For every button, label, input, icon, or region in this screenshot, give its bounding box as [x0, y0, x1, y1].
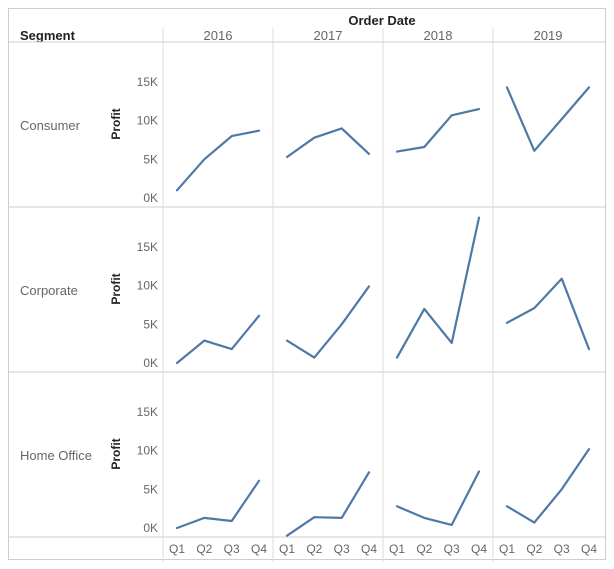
segment-label-corporate: Corporate	[20, 283, 78, 298]
y-tick-label: 5K	[143, 317, 158, 331]
x-tick-2017-Q1: Q1	[279, 542, 295, 556]
series-lines	[175, 86, 591, 537]
year-header-2017: 2017	[314, 28, 343, 43]
x-tick-2016-Q3: Q3	[224, 542, 240, 556]
line-home-office-2017	[285, 471, 371, 537]
x-tick-2018-Q1: Q1	[389, 542, 405, 556]
y-axis-title: Profit	[109, 273, 123, 304]
x-tick-2019-Q3: Q3	[554, 542, 570, 556]
year-header-2019: 2019	[534, 28, 563, 43]
year-headers: 2016 2017 2018 2019	[204, 28, 563, 43]
y-tick-label: 5K	[143, 482, 158, 496]
chart-title: Order Date	[348, 13, 415, 28]
line-consumer-2018	[395, 107, 481, 153]
line-consumer-2017	[285, 127, 371, 159]
line-home-office-2018	[395, 470, 481, 527]
y-tick-label: 10K	[137, 279, 158, 293]
y-tick-label: 0K	[143, 191, 158, 205]
x-tick-2018-Q2: Q2	[416, 542, 432, 556]
year-header-2018: 2018	[424, 28, 453, 43]
x-tick-2016-Q4: Q4	[251, 542, 267, 556]
segment-header: Segment	[20, 28, 76, 43]
y-tick-label: 0K	[143, 521, 158, 535]
x-tick-2018-Q3: Q3	[444, 542, 460, 556]
segment-label-consumer: Consumer	[20, 118, 81, 133]
x-tick-2019-Q2: Q2	[526, 542, 542, 556]
x-tick-2019-Q4: Q4	[581, 542, 597, 556]
y-tick-label: 15K	[137, 240, 158, 254]
x-tick-2018-Q4: Q4	[471, 542, 487, 556]
line-consumer-2019	[505, 86, 591, 152]
y-axes: Profit 0K 5K 10K 15K Profit 0K 5K 10K 15K Profit 0K…	[109, 75, 158, 535]
y-tick-label: 15K	[137, 75, 158, 89]
x-tick-2017-Q3: Q3	[334, 542, 350, 556]
y-axis-title: Profit	[109, 438, 123, 469]
segment-label-home-office: Home Office	[20, 448, 92, 463]
x-tick-2017-Q2: Q2	[306, 542, 322, 556]
segment-labels: Consumer Corporate Home Office	[20, 118, 92, 463]
year-header-2016: 2016	[204, 28, 233, 43]
x-tick-2017-Q4: Q4	[361, 542, 377, 556]
y-tick-label: 5K	[143, 152, 158, 166]
line-home-office-2019	[505, 448, 591, 524]
y-tick-label: 10K	[137, 444, 158, 458]
line-home-office-2016	[175, 479, 261, 530]
x-tick-2016-Q1: Q1	[169, 542, 185, 556]
chart-border	[8, 8, 606, 560]
line-corporate-2019	[505, 277, 591, 351]
panel-dividers	[9, 28, 605, 562]
x-tick-2019-Q1: Q1	[499, 542, 515, 556]
x-axis-ticks: Q1 Q2 Q3 Q4 Q1 Q2 Q3 Q4 Q1 Q2 Q3 Q4 Q1 Q2 Q3 Q4	[169, 542, 597, 556]
line-corporate-2017	[285, 285, 371, 359]
y-tick-label: 10K	[137, 114, 158, 128]
line-corporate-2018	[395, 216, 481, 359]
y-tick-label: 0K	[143, 356, 158, 370]
y-axis-title: Profit	[109, 108, 123, 139]
x-tick-2016-Q2: Q2	[196, 542, 212, 556]
line-consumer-2016	[175, 129, 261, 192]
line-corporate-2016	[175, 314, 261, 365]
y-tick-label: 15K	[137, 405, 158, 419]
